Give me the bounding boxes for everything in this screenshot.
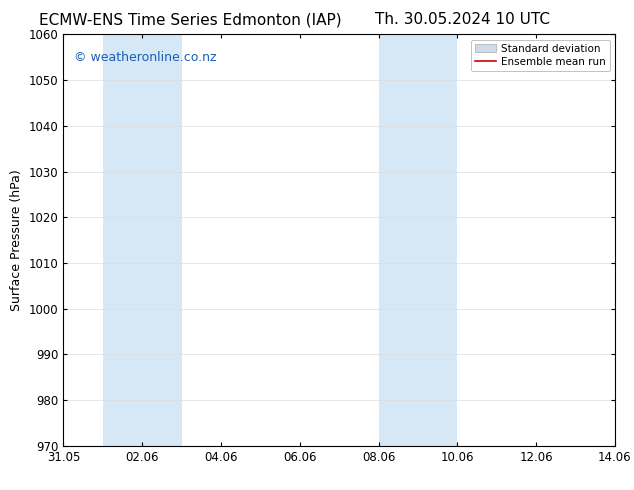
Bar xyxy=(378,34,457,446)
Y-axis label: Surface Pressure (hPa): Surface Pressure (hPa) xyxy=(10,169,23,311)
Bar xyxy=(615,34,634,446)
Text: © weatheronline.co.nz: © weatheronline.co.nz xyxy=(74,51,217,64)
Bar xyxy=(103,34,181,446)
Legend: Standard deviation, Ensemble mean run: Standard deviation, Ensemble mean run xyxy=(470,40,610,71)
Text: Th. 30.05.2024 10 UTC: Th. 30.05.2024 10 UTC xyxy=(375,12,550,27)
Text: ECMW-ENS Time Series Edmonton (IAP): ECMW-ENS Time Series Edmonton (IAP) xyxy=(39,12,342,27)
